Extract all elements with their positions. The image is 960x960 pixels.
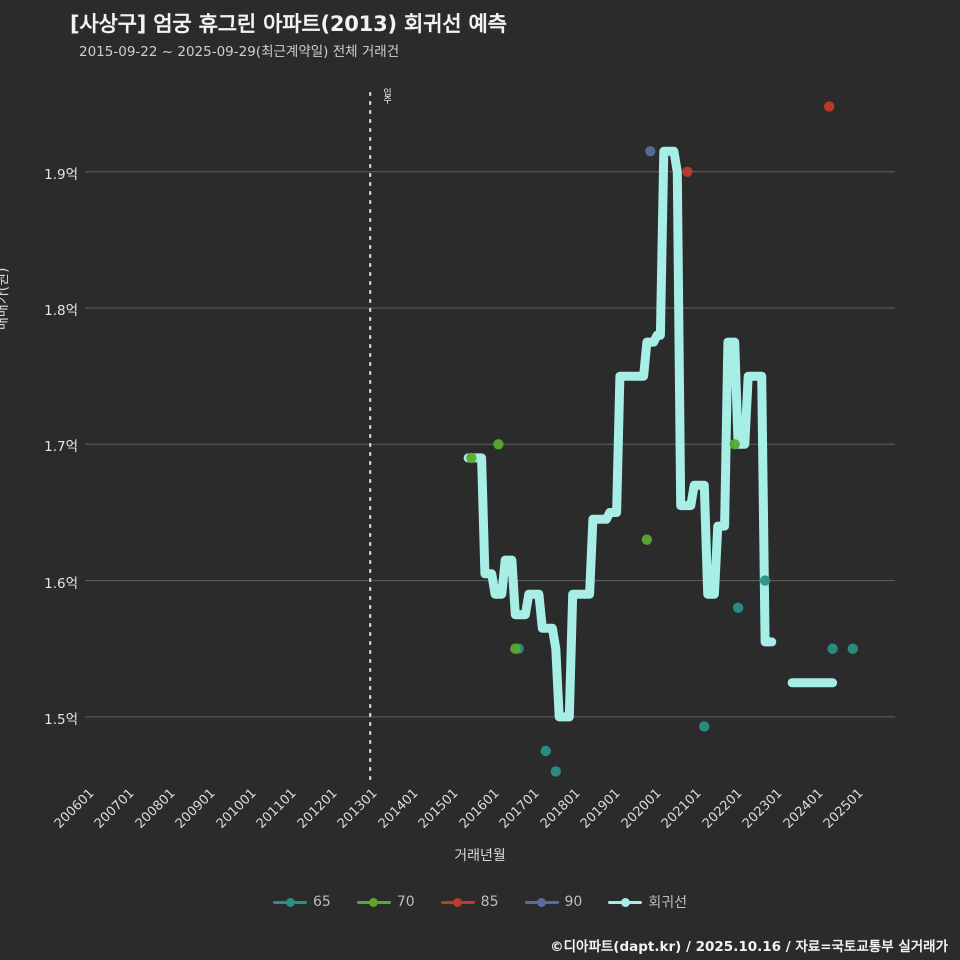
scatter-point[interactable] — [493, 439, 504, 450]
scatter-point[interactable] — [550, 766, 561, 777]
scatter-series-90 — [645, 146, 656, 157]
scatter-point[interactable] — [682, 166, 693, 177]
legend-label: 70 — [396, 894, 415, 910]
x-axis-title: 거래년월 — [454, 848, 506, 864]
scatter-point[interactable] — [847, 643, 858, 654]
scatter-point[interactable] — [641, 534, 653, 545]
scatter-point[interactable] — [729, 439, 740, 450]
y-tick-label: 1.6억 — [44, 575, 78, 592]
move-in-annotation-label: 입주 — [381, 88, 391, 102]
legend-item-70[interactable]: 70 — [356, 894, 415, 910]
scatter-point[interactable] — [732, 602, 744, 613]
scatter-point[interactable] — [466, 452, 477, 464]
scatter-series-70 — [466, 439, 740, 654]
legend-swatch-icon — [608, 897, 643, 907]
y-axis-ticks: 1.5억 1.6억 1.7억 1.8억 1.9억 — [0, 90, 78, 785]
scatter-point[interactable] — [759, 575, 771, 586]
scatter-series-65 — [513, 575, 858, 777]
legend-item-85[interactable]: 85 — [440, 894, 499, 910]
legend-item-65[interactable]: 65 — [273, 894, 331, 910]
legend-item-회귀선[interactable]: 회귀선 — [608, 892, 687, 912]
scatter-point[interactable] — [824, 101, 835, 112]
scatter-point[interactable] — [645, 146, 656, 157]
y-tick-label: 1.7억 — [44, 439, 78, 456]
y-tick-label: 1.9억 — [44, 166, 78, 183]
regression-line — [463, 146, 777, 722]
chart-canvas — [85, 90, 895, 785]
legend-swatch-icon — [356, 897, 391, 907]
legend-label: 90 — [564, 894, 583, 910]
scatter-point[interactable] — [699, 721, 710, 732]
scatter-series-85 — [682, 101, 835, 177]
page-title: [사상구] 엄궁 휴그린 아파트(2013) 회귀선 예측 — [70, 12, 507, 36]
page-subtitle: 2015-09-22 ~ 2025-09-29(최근계약일) 전체 거래건 — [79, 44, 400, 60]
y-tick-label: 1.5억 — [44, 711, 78, 728]
legend-swatch-icon — [273, 897, 308, 907]
scatter-point[interactable] — [540, 745, 551, 757]
plot-area — [85, 90, 895, 785]
legend-item-90[interactable]: 90 — [524, 894, 583, 910]
legend-swatch-icon — [440, 897, 475, 907]
legend-swatch-icon — [524, 897, 559, 907]
legend-label: 85 — [480, 894, 499, 910]
footer-credit: ©디아파트(dapt.kr) / 2025.10.16 / 자료=국토교통부 실… — [550, 939, 948, 955]
legend-label: 65 — [313, 894, 331, 910]
scatter-point[interactable] — [827, 643, 838, 654]
y-tick-label: 1.8억 — [44, 303, 78, 320]
chart-legend: 65 70 85 90 회귀선 — [0, 892, 960, 912]
scatter-point[interactable] — [510, 643, 521, 654]
legend-label: 회귀선 — [648, 895, 687, 911]
